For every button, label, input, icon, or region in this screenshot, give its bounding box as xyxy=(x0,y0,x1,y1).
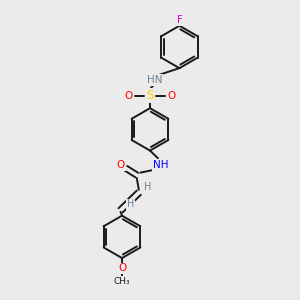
Text: H: H xyxy=(127,200,134,209)
Text: O: O xyxy=(125,91,133,100)
Text: O: O xyxy=(116,160,125,170)
Text: F: F xyxy=(176,15,182,25)
Text: O: O xyxy=(167,91,175,100)
Text: H: H xyxy=(144,182,151,192)
Text: S: S xyxy=(146,89,154,102)
Text: CH₃: CH₃ xyxy=(114,277,130,286)
Text: O: O xyxy=(118,263,126,273)
Text: NH: NH xyxy=(153,160,168,170)
Text: HN: HN xyxy=(147,75,162,85)
